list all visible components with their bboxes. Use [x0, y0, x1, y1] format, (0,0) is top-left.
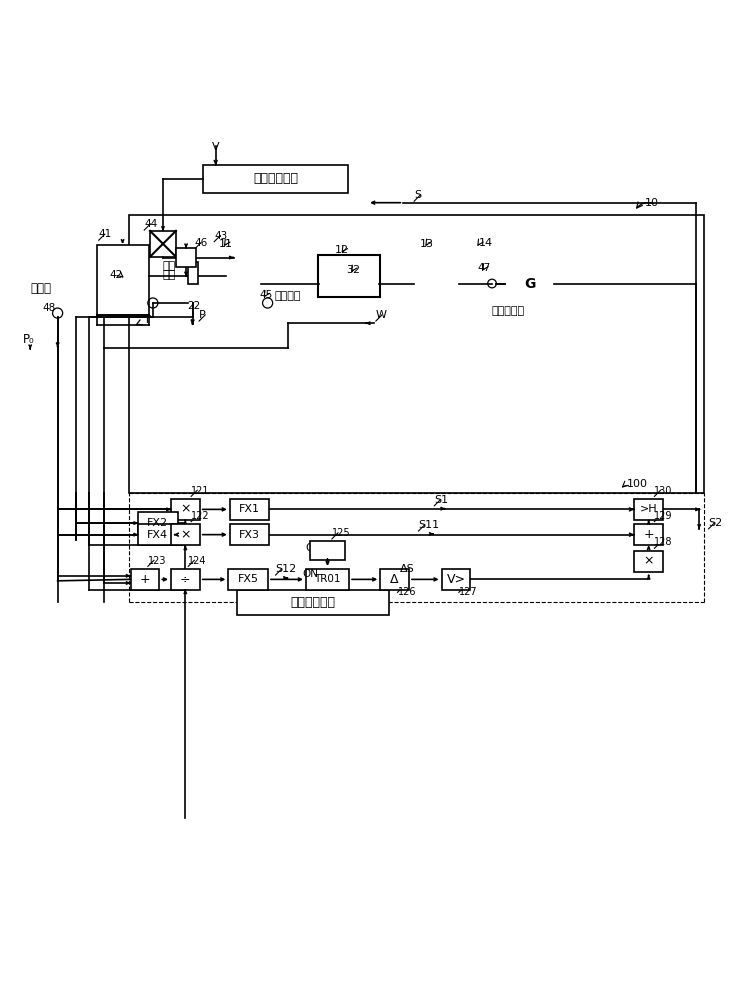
Text: 大气压: 大气压	[30, 282, 51, 295]
Text: 100: 100	[627, 479, 648, 489]
Text: +: +	[643, 528, 654, 541]
Text: FX1: FX1	[239, 504, 260, 514]
Bar	[442, 569, 470, 590]
Text: 温度: 温度	[162, 270, 176, 280]
Bar	[311, 541, 345, 560]
Text: S12: S12	[276, 564, 297, 574]
Text: 防冻接通信号: 防冻接通信号	[291, 596, 335, 609]
Text: 43: 43	[214, 231, 227, 241]
Bar	[150, 231, 176, 257]
Text: 吸气: 吸气	[162, 261, 176, 271]
Text: S1: S1	[434, 495, 448, 505]
Bar	[634, 499, 663, 520]
Text: 123: 123	[148, 556, 166, 566]
Text: 130: 130	[655, 486, 673, 496]
Text: 127: 127	[459, 587, 477, 597]
Text: FX4: FX4	[147, 530, 168, 540]
Text: T: T	[144, 315, 151, 325]
Text: 10: 10	[645, 198, 659, 208]
Text: 发电机输出: 发电机输出	[491, 306, 524, 316]
Bar	[228, 569, 268, 590]
Text: 126: 126	[397, 587, 416, 597]
Bar	[381, 569, 409, 590]
Text: FX2: FX2	[147, 518, 168, 528]
Text: 14: 14	[479, 238, 494, 248]
Text: 47: 47	[477, 263, 491, 273]
Bar	[176, 248, 196, 267]
Text: 22: 22	[187, 301, 200, 311]
Text: ÷: ÷	[180, 573, 191, 586]
Bar	[171, 524, 200, 545]
Text: V: V	[212, 142, 219, 152]
Text: 机室压力: 机室压力	[274, 291, 300, 301]
Bar	[634, 551, 663, 572]
Bar	[138, 512, 178, 534]
Text: FX3: FX3	[239, 530, 260, 540]
Text: ON: ON	[303, 569, 319, 579]
Text: Δ: Δ	[390, 573, 399, 586]
Text: 阀开度指令值: 阀开度指令值	[253, 172, 298, 185]
Text: V>: V>	[446, 573, 465, 586]
Text: 32: 32	[346, 265, 360, 275]
Text: 46: 46	[195, 238, 208, 248]
Bar	[96, 245, 149, 315]
Text: ×: ×	[180, 528, 190, 541]
Bar	[129, 215, 704, 493]
Text: FX5: FX5	[238, 574, 259, 584]
Text: 11: 11	[219, 239, 233, 249]
Text: 128: 128	[655, 537, 673, 547]
Text: P: P	[199, 310, 206, 320]
Bar	[171, 569, 200, 590]
Text: S: S	[414, 190, 421, 200]
Text: OFF: OFF	[306, 543, 326, 553]
Text: 12: 12	[335, 245, 349, 255]
Text: 45: 45	[259, 290, 272, 300]
Text: 121: 121	[191, 486, 210, 496]
Text: ΔS: ΔS	[399, 564, 414, 574]
Bar	[171, 499, 200, 520]
Text: >H: >H	[640, 504, 658, 514]
Text: G: G	[524, 277, 535, 291]
Text: ×: ×	[180, 503, 190, 516]
Text: 124: 124	[188, 556, 207, 566]
Text: 44: 44	[144, 219, 157, 229]
Bar	[306, 569, 349, 590]
Text: S2: S2	[709, 518, 722, 528]
Text: 129: 129	[655, 511, 673, 521]
Text: TR01: TR01	[314, 574, 340, 584]
Bar	[130, 569, 160, 590]
Text: W: W	[376, 310, 387, 320]
Text: ×: ×	[644, 555, 654, 568]
Text: 13: 13	[420, 239, 434, 249]
Bar	[238, 590, 389, 615]
Bar	[230, 524, 270, 545]
Bar	[230, 499, 270, 520]
Text: 42: 42	[109, 270, 122, 280]
Text: +: +	[140, 573, 150, 586]
Bar	[203, 165, 348, 193]
Bar	[138, 524, 178, 545]
Text: P₀: P₀	[23, 333, 34, 346]
Text: 48: 48	[42, 303, 55, 313]
Bar	[188, 262, 198, 284]
Text: 41: 41	[98, 229, 112, 239]
Text: 122: 122	[191, 511, 210, 521]
Bar	[634, 524, 663, 545]
Bar	[319, 255, 380, 297]
Text: S11: S11	[418, 520, 440, 530]
Text: 125: 125	[332, 528, 351, 538]
